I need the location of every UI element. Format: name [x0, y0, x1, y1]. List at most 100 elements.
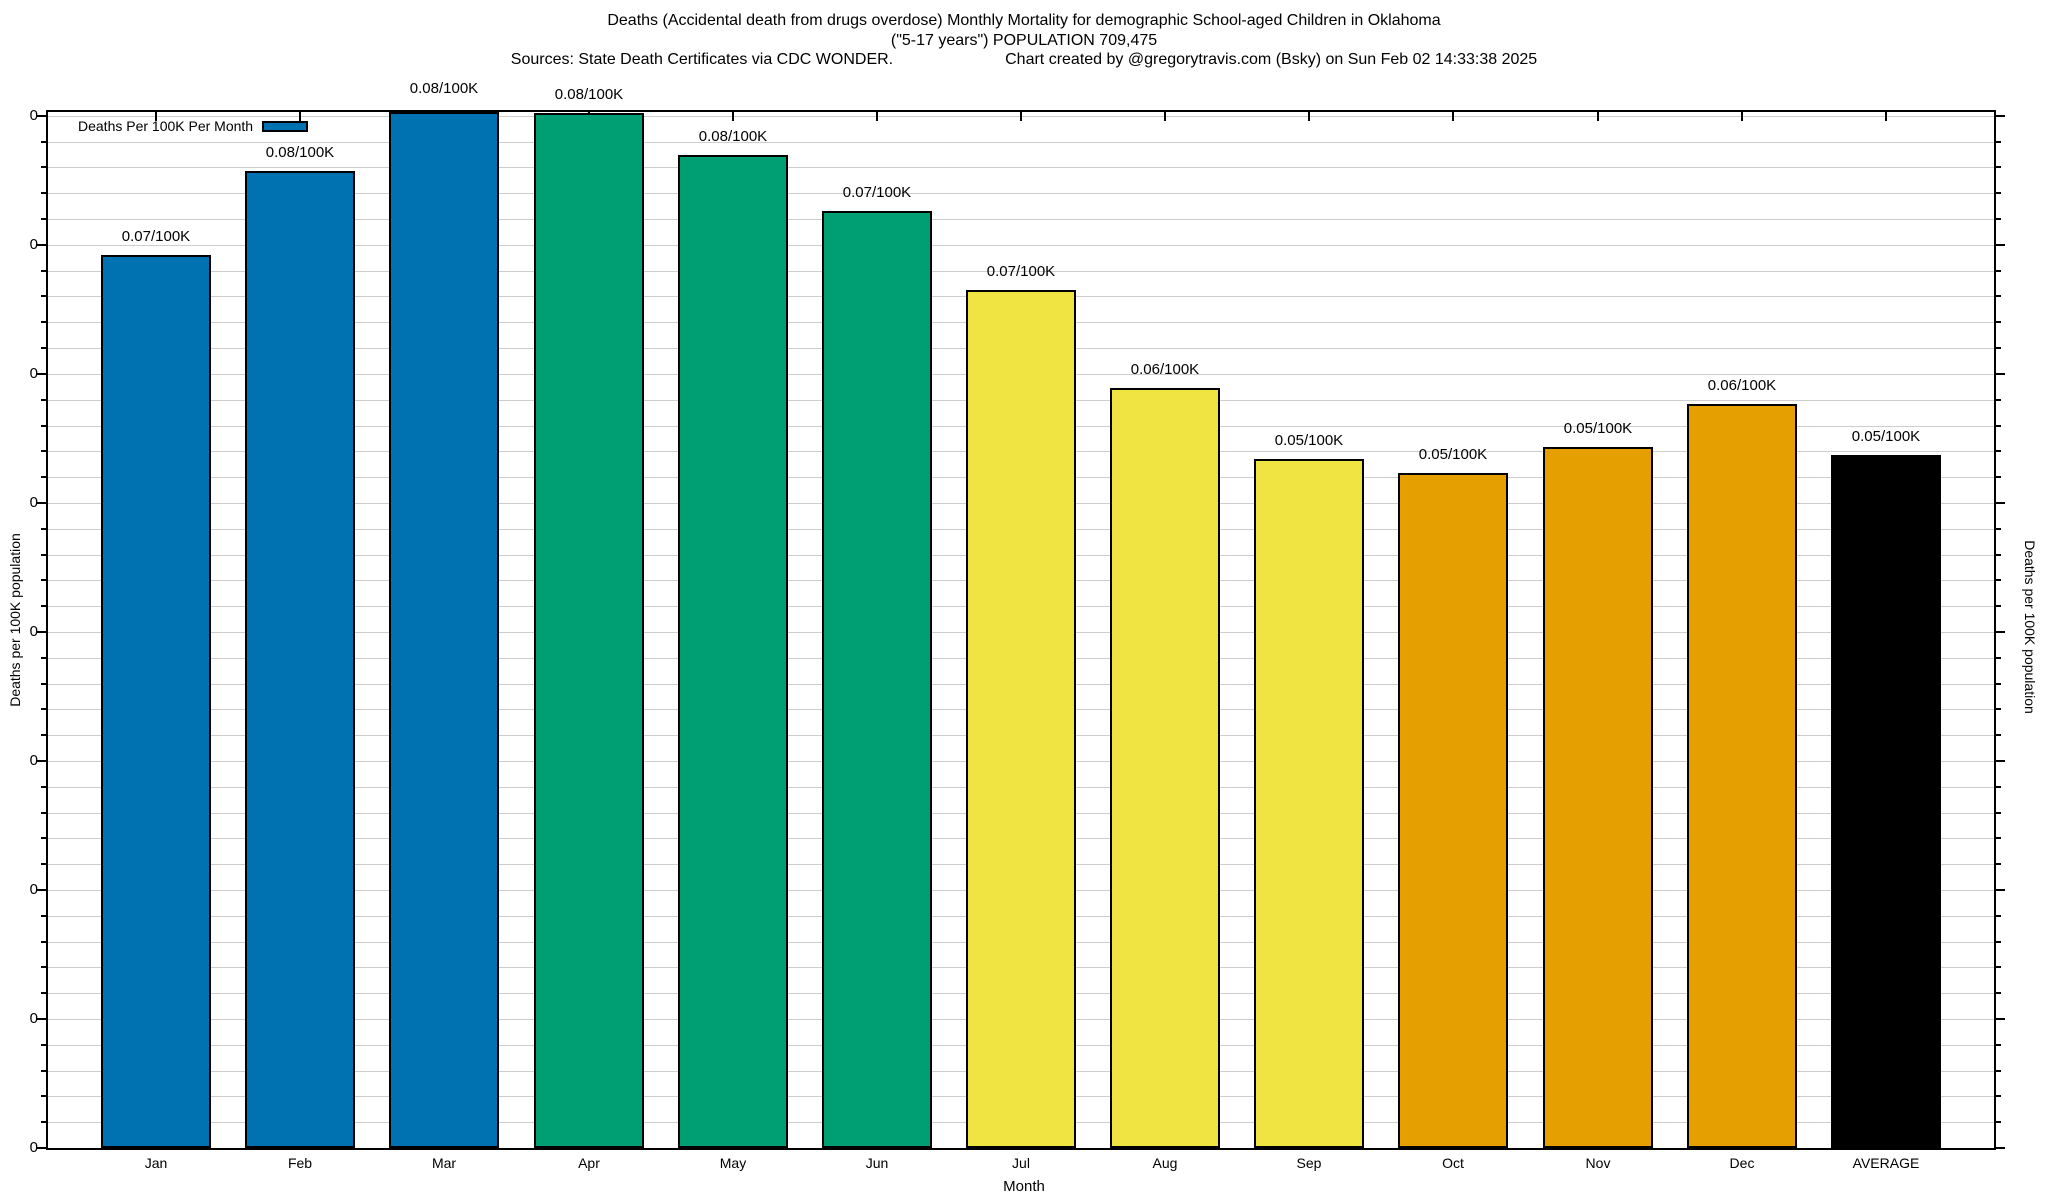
x-tick-label: Feb: [287, 1155, 313, 1171]
bar-value-label: 0.07/100K: [986, 263, 1056, 280]
bar-value-label: 0.07/100K: [121, 228, 191, 245]
x-tick-label: Nov: [1585, 1155, 1611, 1171]
y-tick-left: [37, 373, 46, 375]
y-tick-left: [41, 425, 46, 427]
y-tick-right: [1996, 941, 2001, 943]
y-tick-right: [1996, 295, 2001, 297]
y-tick-right: [1996, 321, 2001, 323]
y-tick-right: [1996, 141, 2001, 143]
chart-title-line2: ("5-17 years") POPULATION 709,475: [890, 32, 1158, 49]
gridline: [48, 271, 1994, 272]
y-tick-left: [41, 683, 46, 685]
y-tick-left: [41, 218, 46, 220]
y-tick-label: 0: [29, 1139, 38, 1156]
bar-value-label: 0.08/100K: [698, 128, 768, 145]
y-tick-right: [1996, 218, 2001, 220]
gridline: [48, 167, 1994, 168]
y-tick-right: [1996, 915, 2001, 917]
y-tick-right: [1996, 837, 2001, 839]
y-tick-left: [41, 347, 46, 349]
y-tick-right: [1996, 166, 2001, 168]
bar-Jan: [101, 255, 211, 1148]
y-tick-right: [1996, 966, 2001, 968]
y-tick-right: [1996, 192, 2001, 194]
y-tick-right: [1996, 579, 2001, 581]
x-tick-label: May: [719, 1155, 747, 1171]
bar-value-label: 0.05/100K: [1563, 420, 1633, 437]
y-tick-right: [1996, 476, 2001, 478]
bar-value-label: 0.06/100K: [1707, 377, 1777, 394]
y-tick-left: [41, 966, 46, 968]
legend-label: Deaths Per 100K Per Month: [78, 118, 254, 134]
y-tick-label: 0: [29, 107, 38, 124]
y-tick-right: [1996, 1018, 2005, 1020]
y-tick-right: [1996, 373, 2005, 375]
y-tick-right: [1996, 244, 2005, 246]
y-tick-left: [37, 760, 46, 762]
y-axis-label-left: Deaths per 100K population: [7, 533, 23, 707]
y-tick-right: [1996, 863, 2001, 865]
bar-value-label: 0.05/100K: [1418, 446, 1488, 463]
bar-value-label: 0.07/100K: [842, 184, 912, 201]
gridline: [48, 219, 1994, 220]
legend: Deaths Per 100K Per Month: [78, 117, 309, 135]
y-tick-left: [41, 166, 46, 168]
y-tick-left: [37, 889, 46, 891]
y-tick-left: [41, 812, 46, 814]
gridline: [48, 245, 1994, 246]
bar-AVERAGE: [1831, 455, 1941, 1148]
y-tick-left: [41, 657, 46, 659]
y-tick-right: [1996, 347, 2001, 349]
y-tick-left: [41, 554, 46, 556]
y-tick-right: [1996, 554, 2001, 556]
y-axis-label-right: Deaths per 100K population: [2022, 540, 2038, 714]
y-tick-left: [41, 1070, 46, 1072]
chart-title-line1: Deaths (Accidental death from drugs over…: [607, 12, 1441, 29]
plot-frame: [46, 110, 1996, 1150]
y-tick-left: [41, 450, 46, 452]
y-tick-right: [1996, 1044, 2001, 1046]
y-tick-right: [1996, 115, 2005, 117]
y-tick-right: [1996, 631, 2005, 633]
gridline: [48, 142, 1994, 143]
x-tick-label: Apr: [578, 1155, 600, 1171]
y-tick-left: [41, 734, 46, 736]
x-tick-label: Jan: [144, 1155, 168, 1171]
y-tick-right: [1996, 425, 2001, 427]
y-tick-right: [1996, 1095, 2001, 1097]
x-tick-label: Sep: [1296, 1155, 1322, 1171]
x-tick-label: Dec: [1729, 1155, 1755, 1171]
y-tick-left: [37, 115, 46, 117]
bar-Jun: [822, 211, 932, 1148]
y-tick-right: [1996, 528, 2001, 530]
gridline: [48, 116, 1994, 117]
bar-value-label: 0.05/100K: [1274, 432, 1344, 449]
y-tick-label: 0: [29, 881, 38, 898]
chart-title-line3: Sources: State Death Certificates via CD…: [0, 50, 2048, 69]
y-tick-right: [1996, 399, 2001, 401]
x-axis-label: Month: [1003, 1178, 1045, 1195]
sources-note: Sources: State Death Certificates via CD…: [510, 51, 894, 68]
y-tick-right: [1996, 1147, 2005, 1149]
y-tick-label: 0: [29, 236, 38, 253]
y-tick-right: [1996, 657, 2001, 659]
y-tick-left: [37, 244, 46, 246]
y-tick-left: [41, 708, 46, 710]
bar-value-label: 0.05/100K: [1851, 428, 1921, 445]
x-tick-label: AVERAGE: [1852, 1155, 1920, 1171]
y-tick-right: [1996, 605, 2001, 607]
bar-Aug: [1110, 388, 1220, 1148]
bar-Mar: [389, 112, 499, 1148]
y-tick-left: [41, 1095, 46, 1097]
y-tick-right: [1996, 450, 2001, 452]
y-tick-right: [1996, 502, 2005, 504]
y-tick-right: [1996, 683, 2001, 685]
y-tick-right: [1996, 270, 2001, 272]
y-tick-left: [37, 502, 46, 504]
bar-value-label: 0.06/100K: [1130, 361, 1200, 378]
y-tick-right: [1996, 1121, 2001, 1123]
y-tick-left: [41, 941, 46, 943]
bar-Jul: [966, 290, 1076, 1148]
y-tick-right: [1996, 708, 2001, 710]
credit-note: Chart created by @gregorytravis.com (Bsk…: [1005, 51, 1538, 68]
